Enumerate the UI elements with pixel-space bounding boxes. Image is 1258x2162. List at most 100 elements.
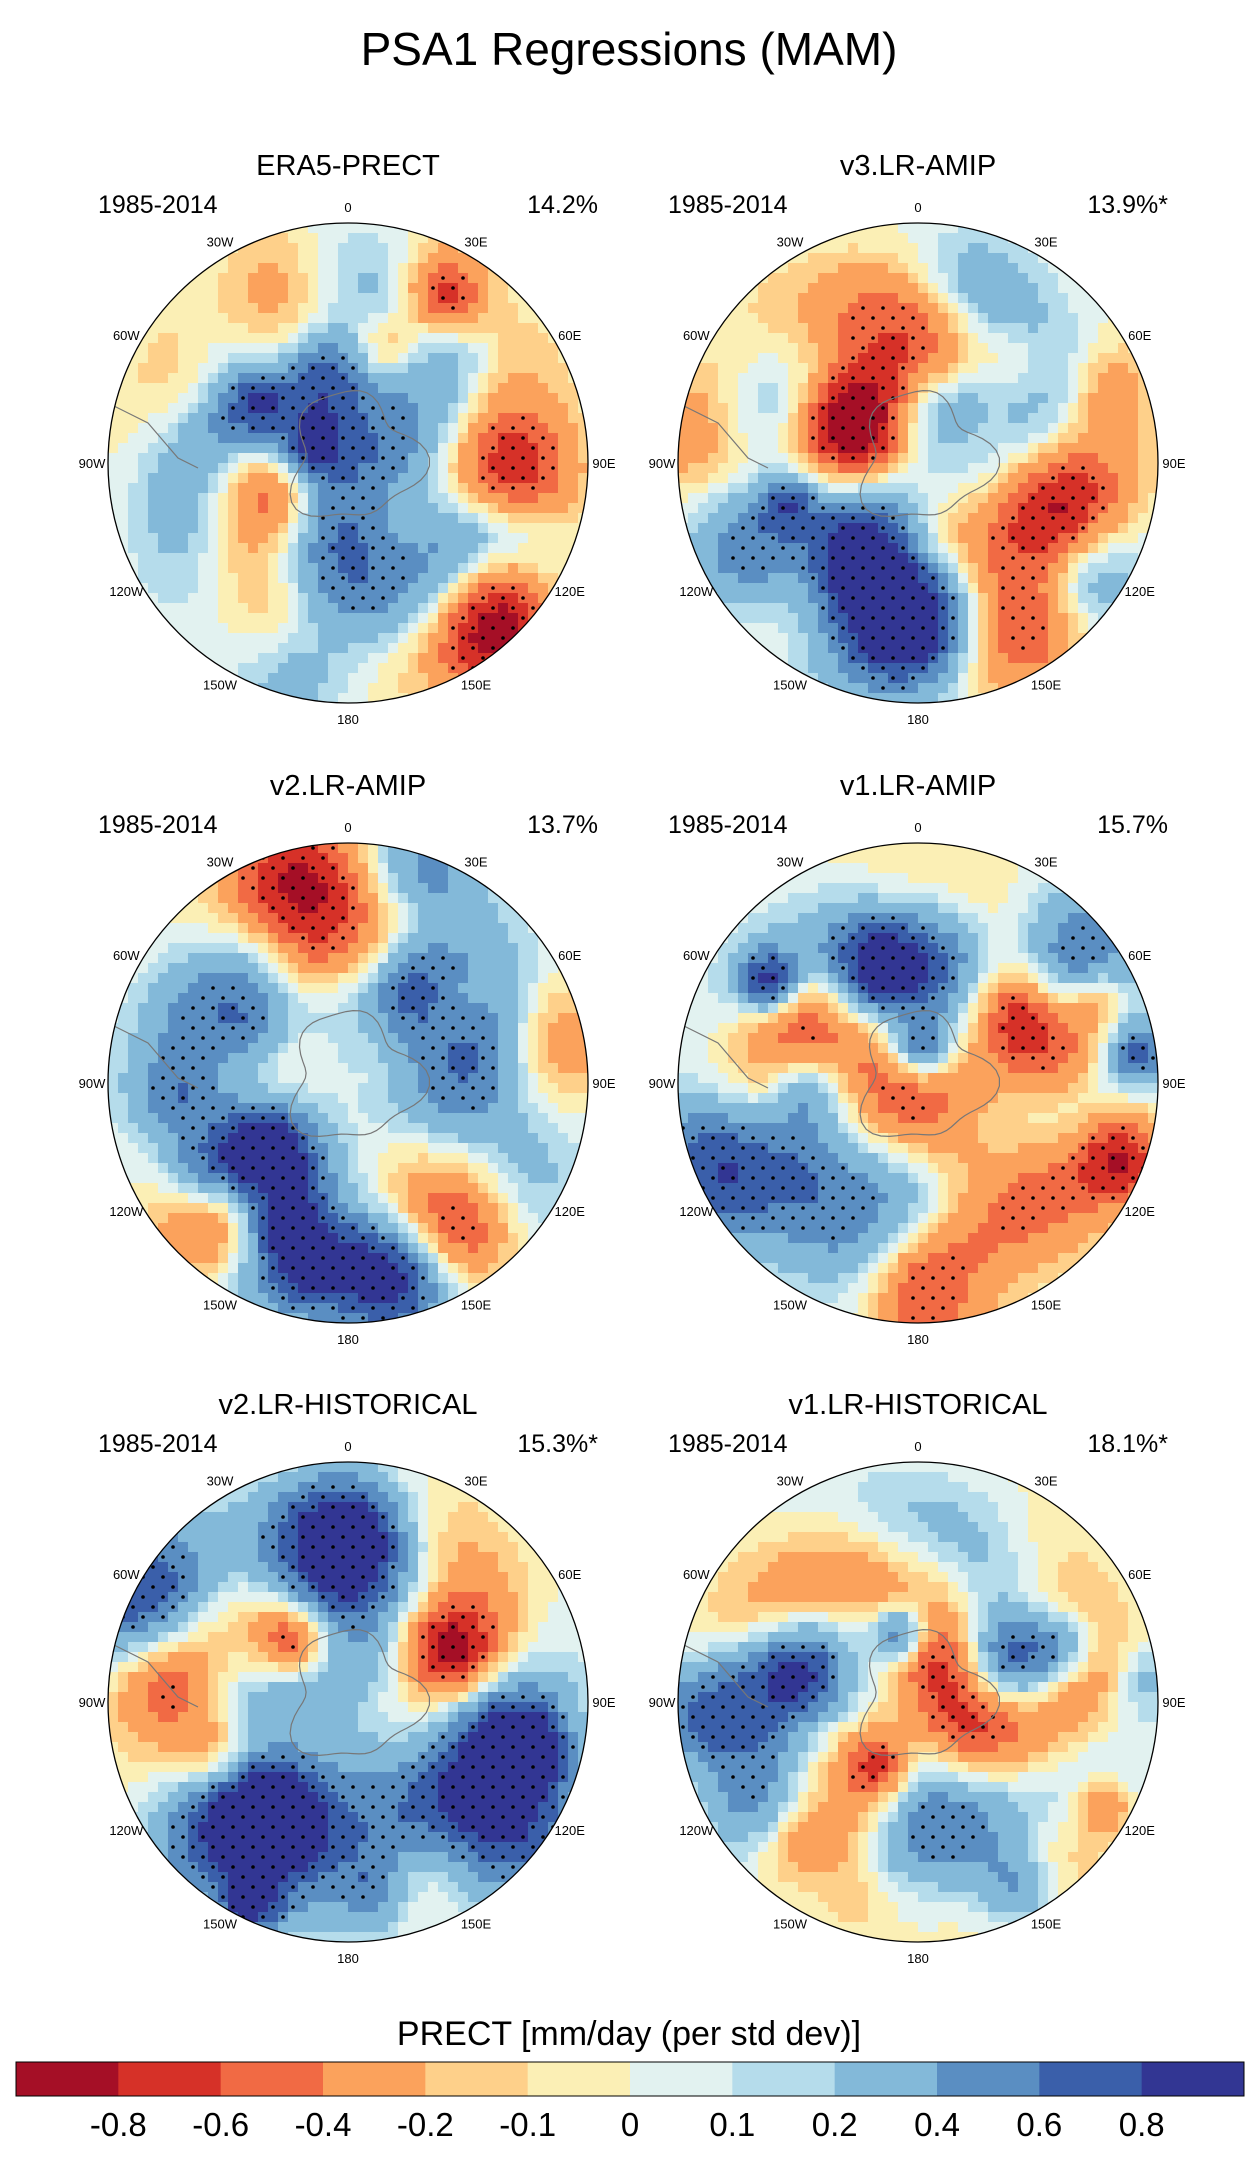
longitude-label: 120W	[109, 1204, 144, 1219]
longitude-label: 90W	[649, 1695, 676, 1710]
longitude-label: 30E	[464, 234, 487, 249]
longitude-label: 150W	[203, 1298, 238, 1313]
map-field	[108, 1462, 588, 1942]
longitude-label: 150E	[461, 1917, 492, 1932]
longitude-label: 90E	[1162, 456, 1185, 471]
figure-title: PSA1 Regressions (MAM)	[361, 23, 898, 75]
panel-years: 1985-2014	[668, 1430, 788, 1458]
longitude-label: 90E	[592, 1076, 615, 1091]
panel-variance: 15.7%	[1097, 811, 1168, 839]
map-border	[107, 222, 589, 704]
longitude-label: 120W	[679, 1823, 714, 1838]
longitude-label: 30W	[207, 854, 234, 869]
colorbar-label: -0.1	[499, 2106, 556, 2143]
longitude-label: 120W	[109, 1823, 144, 1838]
longitude-label: 120E	[555, 1823, 586, 1838]
longitude-label: 30E	[1034, 234, 1057, 249]
longitude-label: 60W	[113, 948, 140, 963]
colorbar-frame	[15, 2061, 1245, 2097]
panel-variance: 18.1%*	[1087, 1430, 1168, 1458]
panel-variance: 13.7%	[527, 811, 598, 839]
south-america-coastline	[678, 1022, 769, 1089]
colorbar-box	[527, 2062, 631, 2096]
colorbar-label: 0	[621, 2106, 639, 2143]
panel-title: v2.LR-HISTORICAL	[219, 1389, 478, 1421]
colorbar-label: 0.4	[914, 2106, 960, 2143]
panel-title: v3.LR-AMIP	[840, 150, 996, 182]
longitude-label: 30W	[777, 1473, 804, 1488]
map-panel: ERA5-PRECT 1985-2014 14.2% 0 30E 60E 90E 120E 15…	[79, 150, 616, 727]
panel-variance: 15.3%*	[517, 1430, 598, 1458]
longitude-label: 60W	[113, 1567, 140, 1582]
colorbar-box	[16, 2062, 119, 2096]
panel-title: v2.LR-AMIP	[270, 770, 426, 802]
antarctica-coastline	[859, 389, 1001, 518]
colorbar-boxes	[15, 2061, 1245, 2097]
south-america-coastline	[678, 402, 769, 469]
panel-title: v1.LR-HISTORICAL	[789, 1389, 1048, 1421]
antarctica-coastline	[289, 1009, 431, 1138]
panel-years: 1985-2014	[668, 191, 788, 219]
longitude-label: 60E	[1128, 948, 1151, 963]
colorbar-label: 0.6	[1016, 2106, 1062, 2143]
colorbar-label: 0.2	[812, 2106, 858, 2143]
longitude-label: 90W	[79, 1076, 106, 1091]
map-field	[108, 223, 588, 703]
longitude-label: 150W	[203, 1917, 238, 1932]
panel-title: v1.LR-AMIP	[840, 770, 996, 802]
colorbar-box	[630, 2062, 733, 2096]
map-panel: v1.LR-AMIP 1985-2014 15.7% 0 30E 60E 90E 120E 15…	[649, 770, 1186, 1347]
colorbar-label: -0.8	[90, 2106, 147, 2143]
longitude-label: 150W	[773, 678, 808, 693]
longitude-label: 90E	[1162, 1076, 1185, 1091]
colorbar-box	[937, 2062, 1040, 2096]
longitude-label: 150W	[203, 678, 238, 693]
longitude-label: 150W	[773, 1298, 808, 1313]
longitude-label: 120W	[679, 584, 714, 599]
panel-variance: 13.9%*	[1087, 191, 1168, 219]
antarctica-coastline	[289, 389, 431, 518]
colorbar-box	[425, 2062, 529, 2096]
longitude-label: 30W	[777, 234, 804, 249]
longitude-label: 180	[907, 1332, 929, 1347]
longitude-label: 180	[337, 712, 359, 727]
longitude-label: 120E	[555, 1204, 586, 1219]
colorbar-box	[220, 2062, 324, 2096]
longitude-label: 30E	[464, 854, 487, 869]
panels: ERA5-PRECT 1985-2014 14.2% 0 30E 60E 90E 120E 15…	[79, 150, 1186, 1966]
longitude-label: 150E	[1031, 1917, 1062, 1932]
panel-years: 1985-2014	[668, 811, 788, 839]
longitude-label: 90W	[79, 1695, 106, 1710]
map-border	[677, 1461, 1159, 1943]
longitude-label: 90E	[592, 456, 615, 471]
colorbar-label: -0.2	[397, 2106, 454, 2143]
colorbar-box	[1039, 2062, 1143, 2096]
south-america-coastline	[108, 402, 199, 469]
map-panel: v2.LR-AMIP 1985-2014 13.7% 0 30E 60E 90E 120E 15…	[79, 770, 616, 1347]
longitude-label: 120E	[1125, 1823, 1156, 1838]
south-america-coastline	[678, 1641, 769, 1708]
longitude-label: 0	[344, 200, 351, 215]
antarctica-coastline	[289, 1628, 431, 1757]
colorbar-box	[732, 2062, 836, 2096]
colorbar-box	[118, 2062, 222, 2096]
colorbar-label: -0.6	[192, 2106, 249, 2143]
longitude-label: 150E	[461, 1298, 492, 1313]
longitude-label: 30E	[464, 1473, 487, 1488]
longitude-label: 120E	[555, 584, 586, 599]
longitude-label: 90W	[649, 456, 676, 471]
longitude-label: 30W	[207, 1473, 234, 1488]
longitude-label: 120W	[109, 584, 144, 599]
south-america-coastline	[108, 1641, 199, 1708]
colorbar-box	[1141, 2062, 1245, 2096]
longitude-label: 60W	[683, 328, 710, 343]
longitude-label: 60W	[683, 948, 710, 963]
panel-title: ERA5-PRECT	[256, 150, 440, 182]
colorbar-box	[834, 2062, 938, 2096]
map-border	[677, 842, 1159, 1324]
colorbar-title: PRECT [mm/day (per std dev)]	[397, 2015, 861, 2053]
longitude-label: 150E	[461, 678, 492, 693]
colorbar: PRECT [mm/day (per std dev)] -0.8 -0.6 -0.…	[15, 2015, 1245, 2143]
longitude-label: 180	[337, 1332, 359, 1347]
